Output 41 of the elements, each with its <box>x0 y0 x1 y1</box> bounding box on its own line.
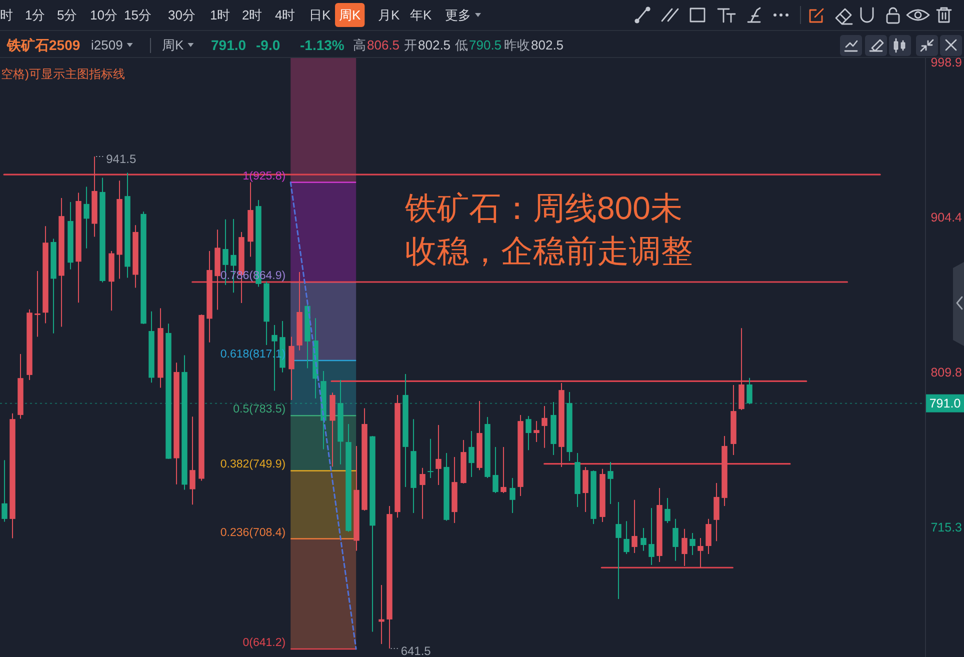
text: 周K <box>339 8 361 22</box>
text: 791.0 <box>211 37 246 53</box>
text: 15分 <box>124 8 152 22</box>
ref-line-label: 791.0 <box>929 396 961 410</box>
text: 日K <box>309 8 331 22</box>
text: 790.5 <box>469 38 502 52</box>
ref-line-label: 0.5(783.5) <box>233 404 286 416</box>
annotation: 941.5 <box>106 152 136 166</box>
ref-line-label: 0.382(749.9) <box>220 458 286 471</box>
text: 802.5 <box>418 38 451 52</box>
annotation: 铁矿石：周线800未收稳，企稳前走调整 <box>404 190 693 269</box>
text: 4时 <box>275 8 296 22</box>
text: 开 <box>404 38 417 52</box>
ref-line-label: 0.236(708.4) <box>220 526 286 539</box>
text: 5分 <box>57 8 78 22</box>
annotation: 641.5 <box>400 644 432 657</box>
text: 周K <box>162 38 184 52</box>
text: 1时 <box>210 8 230 22</box>
text: 10分 <box>90 8 118 22</box>
ref-line-label: 0(641.2) <box>242 636 286 649</box>
text: 昨收 <box>504 38 530 52</box>
text: 低 <box>455 38 468 52</box>
text: 2时 <box>242 8 262 22</box>
y-tick-label: 809.8 <box>930 366 962 380</box>
text: 更多 <box>445 8 471 22</box>
y-tick-label: 998.9 <box>930 55 962 70</box>
y-tick-label: 904.4 <box>930 210 962 224</box>
text: 月K <box>378 8 400 22</box>
annotation: 空格)可显示主图指标线 <box>1 67 125 81</box>
text: i2509 <box>91 38 123 52</box>
text: 年K <box>410 8 432 22</box>
text: 802.5 <box>531 38 564 52</box>
chart-title: 铁矿石2509 <box>6 37 80 53</box>
text: -1.13% <box>300 37 345 53</box>
text: 806.5 <box>367 38 400 52</box>
text: 高 <box>353 38 366 52</box>
text: -9.0 <box>256 37 280 53</box>
text: 时 <box>0 8 13 22</box>
y-tick-label: 715.3 <box>930 520 962 534</box>
text: 30分 <box>168 8 196 22</box>
text: 1分 <box>25 8 46 22</box>
